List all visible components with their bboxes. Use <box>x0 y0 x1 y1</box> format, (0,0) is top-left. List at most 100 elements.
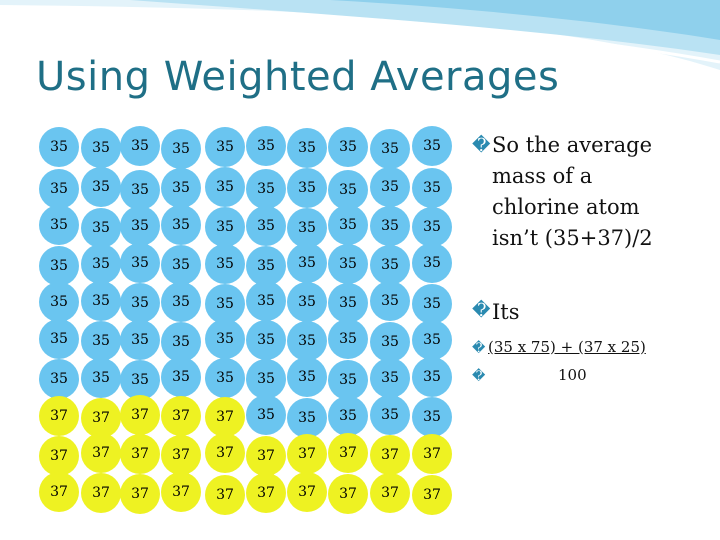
isotope-35-circle: 35 <box>412 397 452 437</box>
isotope-37-circle: 37 <box>81 473 121 513</box>
isotope-35-circle: 35 <box>246 320 286 360</box>
isotope-35-circle: 35 <box>81 167 121 207</box>
isotope-35-circle: 35 <box>120 170 160 210</box>
isotope-35-circle: 35 <box>39 319 79 359</box>
isotope-37-circle: 37 <box>120 434 160 474</box>
isotope-35-circle: 35 <box>370 358 410 398</box>
isotope-35-circle: 35 <box>412 320 452 360</box>
isotope-35-circle: 35 <box>205 167 245 207</box>
isotope-35-circle: 35 <box>246 395 286 435</box>
bullet-marker-icon: � <box>472 369 486 384</box>
isotope-37-circle: 37 <box>205 397 245 437</box>
formula-numerator: (35 x 75) + (37 x 25) <box>488 338 646 356</box>
isotope-35-circle: 35 <box>120 243 160 283</box>
isotope-35-circle: 35 <box>205 207 245 247</box>
isotope-grid: 35 35 35 35 35 35 35 35 35 35 35 35 35 35 35 35 35 35 35 35… <box>39 126 452 515</box>
formula-denominator: 100 <box>558 366 587 384</box>
bullet-its: �Its <box>472 300 520 324</box>
isotope-35-circle: 35 <box>120 206 160 246</box>
isotope-35-circle: 35 <box>81 128 121 168</box>
isotope-35-circle: 35 <box>161 245 201 285</box>
isotope-35-circle: 35 <box>287 128 327 168</box>
isotope-35-circle: 35 <box>161 357 201 397</box>
isotope-35-circle: 35 <box>370 395 410 435</box>
bullet-marker-icon: � <box>472 300 491 321</box>
isotope-35-circle: 35 <box>246 246 286 286</box>
isotope-35-circle: 35 <box>161 129 201 169</box>
isotope-35-circle: 35 <box>246 169 286 209</box>
isotope-35-circle: 35 <box>412 207 452 247</box>
isotope-37-circle: 37 <box>246 473 286 513</box>
isotope-37-circle: 37 <box>120 474 160 514</box>
isotope-35-circle: 35 <box>246 281 286 321</box>
isotope-35-circle: 35 <box>287 282 327 322</box>
isotope-35-circle: 35 <box>205 127 245 167</box>
isotope-35-circle: 35 <box>287 208 327 248</box>
isotope-35-circle: 35 <box>161 168 201 208</box>
isotope-37-circle: 37 <box>328 474 368 514</box>
isotope-37-circle: 37 <box>287 434 327 474</box>
isotope-35-circle: 35 <box>120 126 160 166</box>
isotope-35-circle: 35 <box>412 168 452 208</box>
isotope-35-circle: 35 <box>328 283 368 323</box>
isotope-35-circle: 35 <box>370 129 410 169</box>
isotope-37-circle: 37 <box>120 395 160 435</box>
isotope-35-circle: 35 <box>370 281 410 321</box>
isotope-37-circle: 37 <box>81 433 121 473</box>
isotope-37-circle: 37 <box>39 472 79 512</box>
isotope-35-circle: 35 <box>287 168 327 208</box>
isotope-35-circle: 35 <box>205 319 245 359</box>
isotope-35-circle: 35 <box>39 282 79 322</box>
isotope-35-circle: 35 <box>370 245 410 285</box>
isotope-35-circle: 35 <box>328 205 368 245</box>
isotope-35-circle: 35 <box>328 396 368 436</box>
isotope-35-circle: 35 <box>205 284 245 324</box>
isotope-35-circle: 35 <box>287 357 327 397</box>
isotope-35-circle: 35 <box>205 358 245 398</box>
isotope-35-circle: 35 <box>39 169 79 209</box>
slide-title: Using Weighted Averages <box>36 54 560 100</box>
isotope-37-circle: 37 <box>412 434 452 474</box>
isotope-35-circle: 35 <box>81 244 121 284</box>
isotope-35-circle: 35 <box>412 126 452 166</box>
isotope-35-circle: 35 <box>287 398 327 438</box>
isotope-37-circle: 37 <box>39 396 79 436</box>
isotope-35-circle: 35 <box>39 246 79 286</box>
isotope-35-circle: 35 <box>287 243 327 283</box>
isotope-35-circle: 35 <box>412 357 452 397</box>
bullet-average-text: So the average mass of a chlorine atom i… <box>492 133 653 250</box>
isotope-37-circle: 37 <box>287 472 327 512</box>
isotope-37-circle: 37 <box>370 435 410 475</box>
isotope-35-circle: 35 <box>412 284 452 324</box>
isotope-37-circle: 37 <box>328 433 368 473</box>
isotope-35-circle: 35 <box>81 358 121 398</box>
isotope-35-circle: 35 <box>81 321 121 361</box>
isotope-35-circle: 35 <box>39 359 79 399</box>
isotope-37-circle: 37 <box>205 475 245 515</box>
isotope-35-circle: 35 <box>161 322 201 362</box>
isotope-35-circle: 35 <box>370 322 410 362</box>
isotope-35-circle: 35 <box>161 205 201 245</box>
bullet-its-text: Its <box>492 300 520 324</box>
isotope-37-circle: 37 <box>161 396 201 436</box>
isotope-35-circle: 35 <box>120 320 160 360</box>
isotope-37-circle: 37 <box>39 436 79 476</box>
isotope-37-circle: 37 <box>412 475 452 515</box>
isotope-35-circle: 35 <box>328 244 368 284</box>
isotope-35-circle: 35 <box>246 359 286 399</box>
isotope-35-circle: 35 <box>328 170 368 210</box>
isotope-35-circle: 35 <box>328 127 368 167</box>
isotope-37-circle: 37 <box>246 436 286 476</box>
formula-numerator-line: � (35 x 75) + (37 x 25) <box>472 338 646 356</box>
isotope-35-circle: 35 <box>370 167 410 207</box>
isotope-37-circle: 37 <box>161 472 201 512</box>
header-wave-decoration <box>0 0 720 70</box>
isotope-35-circle: 35 <box>120 283 160 323</box>
isotope-35-circle: 35 <box>39 205 79 245</box>
isotope-35-circle: 35 <box>287 321 327 361</box>
isotope-37-circle: 37 <box>161 435 201 475</box>
isotope-35-circle: 35 <box>120 360 160 400</box>
isotope-37-circle: 37 <box>81 398 121 438</box>
isotope-37-circle: 37 <box>370 473 410 513</box>
formula-denominator-line: � 100 <box>472 366 587 384</box>
